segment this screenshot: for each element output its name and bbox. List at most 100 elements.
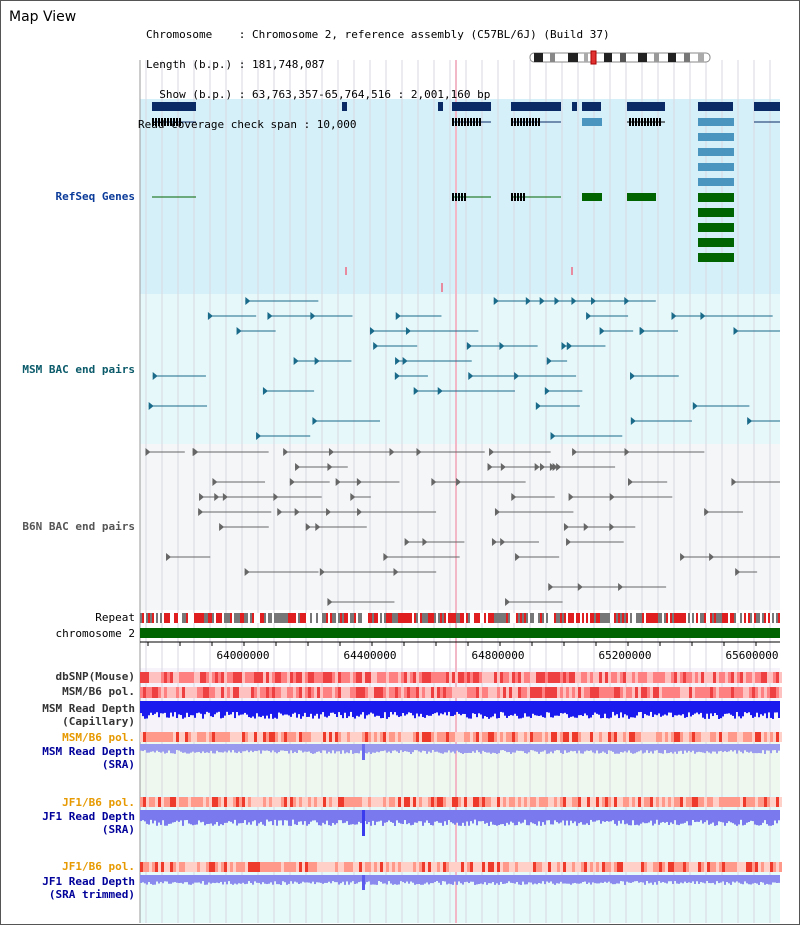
jf1-pol2-cell: [212, 862, 215, 872]
jf1-pol2-cell: [143, 862, 146, 872]
msm-depth-sra-bar: [562, 744, 564, 754]
msm-depth-cap-bar: [652, 701, 654, 717]
msm-depth-cap-bar: [448, 701, 450, 712]
jf1-depth-trim-bar: [404, 875, 406, 884]
gene-exon: [452, 118, 454, 126]
jf1-pol-cell: [341, 797, 344, 807]
b6n-bac-pair-end: [624, 448, 630, 456]
jf1-depth-sra-bar: [424, 810, 426, 823]
gene-feature: [511, 102, 561, 111]
jf1-depth-trim-bar: [174, 875, 176, 883]
jf1-depth-sra-bar: [720, 810, 722, 822]
jf1-depth-trim-bar: [644, 875, 646, 885]
jf1-pol2-cell: [605, 862, 608, 872]
repeat-segment: [308, 613, 310, 623]
msm-pol2-cell: [182, 732, 185, 742]
jf1-pol-cell: [779, 797, 782, 807]
jf1-depth-trim-bar: [344, 875, 346, 885]
repeat-segment: [446, 613, 448, 623]
track-label-msm-depth-cap[interactable]: MSM Read Depth: [42, 702, 135, 715]
msm-depth-cap-bar: [446, 701, 448, 716]
dbsnp-cell: [242, 672, 245, 683]
jf1-pol2-cell: [242, 862, 245, 872]
msm-depth-sra-bar: [714, 744, 716, 752]
msm-depth-cap-bar: [484, 701, 486, 717]
jf1-pol-cell: [179, 797, 182, 807]
jf1-depth-trim-bar: [414, 875, 416, 885]
jf1-depth-trim-bar: [452, 875, 454, 885]
msm-depth-sra-bar: [432, 744, 434, 751]
ideogram-band: [668, 53, 676, 62]
jf1-pol-cell: [281, 797, 284, 807]
msm-depth-cap-bar: [394, 701, 396, 713]
jf1-pol2-cell: [509, 862, 512, 872]
dbsnp-cell: [524, 672, 527, 683]
msm-depth-cap-bar: [614, 701, 616, 716]
jf1-depth-trim-bar: [192, 875, 194, 884]
jf1-depth-trim-bar: [750, 875, 752, 885]
track-label-repeat[interactable]: Repeat: [95, 611, 135, 624]
b6n-bac-pair-end: [356, 478, 362, 486]
jf1-pol2-cell: [563, 862, 566, 872]
repeat-segment: [312, 613, 314, 623]
msm-depth-sra-bar: [272, 744, 274, 751]
jf1-depth-trim-bar: [286, 875, 288, 885]
msm-depth-sra-bar: [626, 744, 628, 753]
jf1-pol-cell: [272, 797, 275, 807]
msm-pol-cell: [689, 687, 692, 698]
track-label-b6n-bac[interactable]: B6N BAC end pairs: [22, 520, 135, 533]
repeat-segment: [718, 613, 720, 623]
track-label-jf1-depth-sra[interactable]: JF1 Read Depth: [42, 810, 135, 823]
dbsnp-cell: [491, 672, 494, 683]
dbsnp-cell: [656, 672, 659, 683]
msm-depth-cap-bar: [352, 701, 354, 718]
track-label-jf1-pol-2[interactable]: JF1/B6 pol.: [62, 860, 135, 873]
dbsnp-cell: [230, 672, 233, 683]
jf1-depth-sra-bar: [156, 810, 158, 826]
dbsnp-cell: [605, 672, 608, 683]
jf1-pol2-cell: [710, 862, 713, 872]
track-label-msm-pol-1[interactable]: MSM/B6 pol.: [62, 685, 135, 698]
msm-pol2-cell: [434, 732, 437, 742]
track-label-refseq[interactable]: RefSeq Genes: [55, 190, 135, 203]
msm-bac-pair-end: [245, 297, 251, 305]
dbsnp-cell: [161, 672, 164, 683]
jf1-pol2-cell: [602, 862, 605, 872]
jf1-depth-sra-bar: [334, 810, 336, 825]
msm-depth-cap-bar: [744, 701, 746, 713]
repeat-segment: [774, 613, 776, 623]
dbsnp-cell: [269, 672, 272, 683]
jf1-pol-cell: [740, 797, 743, 807]
dbsnp-cell: [311, 672, 314, 683]
repeat-segment: [586, 613, 588, 623]
b6n-bac-pair-end: [199, 493, 205, 501]
track-label-chromosome[interactable]: chromosome 2: [55, 627, 135, 640]
msm-depth-sra-bar: [724, 744, 726, 752]
jf1-pol-cell: [374, 797, 377, 807]
repeat-segment: [270, 613, 272, 623]
msm-pol2-cell: [317, 732, 320, 742]
repeat-segment: [560, 613, 562, 623]
msm-depth-sra-bar: [732, 744, 734, 752]
track-label-msm-depth-sra[interactable]: MSM Read Depth: [42, 745, 135, 758]
track-label-jf1-pol-1[interactable]: JF1/B6 pol.: [62, 796, 135, 809]
dbsnp-cell: [737, 672, 740, 683]
jf1-depth-sra-bar: [618, 810, 620, 821]
repeat-segment: [544, 613, 546, 623]
msm-pol-cell: [278, 687, 281, 698]
dbsnp-cell: [557, 672, 560, 683]
msm-pol-cell: [743, 687, 746, 698]
msm-depth-sra-bar: [418, 744, 420, 752]
b6n-bac-pair-end: [494, 508, 500, 516]
track-label-msm-bac[interactable]: MSM BAC end pairs: [22, 363, 135, 376]
msm-depth-sra-bar: [162, 744, 164, 752]
jf1-depth-sra-bar: [516, 810, 518, 826]
track-label-dbsnp[interactable]: dbSNP(Mouse): [55, 670, 135, 683]
track-label-msm-pol-2[interactable]: MSM/B6 pol.: [62, 731, 135, 744]
msm-pol2-cell: [614, 732, 617, 742]
jf1-pol-cell: [746, 797, 749, 807]
dbsnp-cell: [548, 672, 551, 683]
msm-depth-sra-bar: [458, 744, 460, 753]
track-label-jf1-depth-trim[interactable]: JF1 Read Depth: [42, 875, 135, 888]
